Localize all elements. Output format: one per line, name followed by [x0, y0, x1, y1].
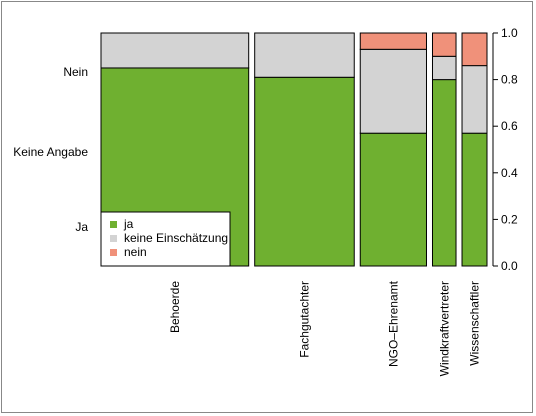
category-labels: Behoerde Fachgutachter NGO–Ehrenamt Windkra… [168, 280, 482, 376]
bar-NGO–Ehrenamt-1 [359, 48, 427, 134]
bar-Windkraftvertreter-2 [431, 32, 457, 57]
legend-swatch [110, 235, 117, 242]
y-tick-label: 0.0 [501, 259, 518, 273]
bar-Wissenschaftler-0 [461, 132, 488, 267]
category-label: Windkraftvertreter [437, 281, 451, 376]
bar-NGO–Ehrenamt-0 [359, 132, 427, 267]
left-axis-label: Nein [63, 65, 88, 79]
bar-Fachgutachter-1 [254, 32, 355, 78]
legend-swatch [110, 249, 117, 256]
category-label: Behoerde [168, 281, 182, 333]
legend-swatch [110, 221, 117, 228]
bar-Behoerde-1 [100, 32, 250, 69]
bar-Wissenschaftler-2 [461, 32, 488, 67]
bar-Fachgutachter-0 [254, 76, 355, 267]
category-label: Wissenschaftler [468, 281, 482, 366]
y-tick-label: 0.4 [501, 166, 518, 180]
legend-label: ja [123, 217, 134, 231]
legend-box [100, 211, 231, 267]
y-tick-label: 1.0 [501, 26, 518, 40]
y-axis: 0.0 0.2 0.4 0.6 0.8 1.0 [492, 26, 518, 273]
y-tick-label: 0.6 [501, 119, 518, 133]
left-axis-labels: Ja Keine Angabe Nein [13, 65, 88, 234]
left-axis-label: Ja [75, 220, 88, 234]
legend-label: keine Einschätzung [124, 231, 228, 245]
left-axis-label: Keine Angabe [13, 145, 88, 159]
bar-Windkraftvertreter-0 [431, 79, 457, 267]
bar-NGO–Ehrenamt-2 [359, 32, 427, 50]
y-tick-label: 0.8 [501, 73, 518, 87]
bar-Wissenschaftler-1 [461, 65, 488, 134]
bar-Windkraftvertreter-1 [431, 55, 457, 81]
legend-label: nein [124, 245, 147, 259]
category-label: NGO–Ehrenamt [386, 280, 400, 367]
category-label: Fachgutachter [297, 281, 311, 358]
y-tick-label: 0.2 [501, 212, 518, 226]
